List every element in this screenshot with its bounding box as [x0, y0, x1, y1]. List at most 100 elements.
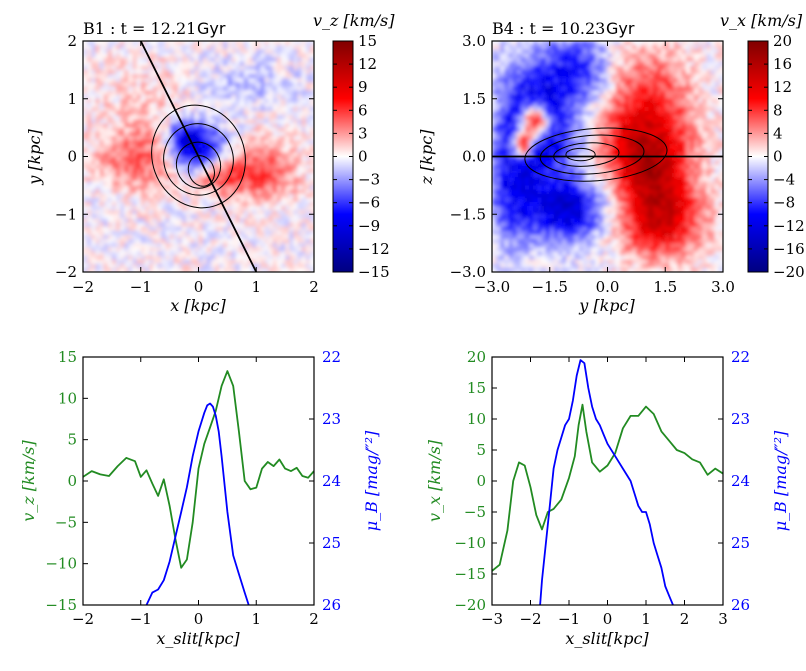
- heatmap-cell: [182, 181, 187, 186]
- heatmap-cell: [562, 156, 567, 162]
- heatmap-cell: [248, 226, 253, 232]
- heatmap-cell: [128, 214, 134, 219]
- heatmap-cell: [186, 189, 191, 195]
- heatmap-cell: [165, 69, 171, 75]
- heatmap-cell: [566, 86, 571, 92]
- heatmap-cell: [194, 267, 200, 272]
- heatmap-cell: [578, 119, 584, 125]
- heatmap-cell: [566, 201, 571, 207]
- heatmap-cell: [120, 222, 125, 228]
- heatmap-cell: [508, 173, 514, 178]
- heatmap-cell: [562, 267, 567, 272]
- heatmap-cell: [223, 115, 228, 120]
- heatmap-cell: [219, 123, 224, 129]
- heatmap-cell: [165, 189, 171, 195]
- heatmap-cell: [305, 119, 311, 125]
- heatmap-cell: [301, 193, 307, 199]
- heatmap-cell: [149, 53, 154, 59]
- heatmap-cell: [537, 90, 543, 96]
- heatmap-cell: [202, 65, 208, 71]
- heatmap-cell: [111, 243, 117, 248]
- heatmap-cell: [591, 65, 596, 71]
- heatmap-cell: [595, 123, 600, 129]
- heatmap-cell: [293, 127, 299, 133]
- heatmap-cell: [599, 78, 604, 83]
- heatmap-cell: [496, 164, 501, 170]
- heatmap-cell: [297, 255, 303, 261]
- heatmap-cell: [574, 193, 580, 199]
- heatmap-cell: [582, 53, 588, 59]
- heatmap-cell: [186, 177, 191, 182]
- heatmap-cell: [182, 65, 187, 71]
- heatmap-cell: [132, 201, 138, 207]
- heatmap-cell: [591, 127, 596, 133]
- heatmap-cell: [239, 160, 245, 166]
- heatmap-cell: [260, 173, 266, 178]
- heatmap-cell: [599, 65, 604, 71]
- heatmap-cell: [504, 251, 510, 257]
- heatmap-cell: [149, 201, 154, 207]
- heatmap-cell: [611, 49, 617, 54]
- heatmap-cell: [512, 131, 518, 137]
- heatmap-cell: [496, 111, 501, 116]
- heatmap-cell: [508, 86, 514, 92]
- heatmap-cell: [289, 78, 294, 83]
- heatmap-cell: [615, 86, 621, 92]
- heatmap-cell: [223, 206, 228, 211]
- heatmap-cell: [177, 243, 183, 248]
- heatmap-cell: [206, 78, 212, 83]
- heatmap-cell: [293, 74, 299, 79]
- heatmap-cell: [95, 131, 101, 137]
- heatmap-cell: [553, 156, 559, 162]
- heatmap-cell: [578, 123, 584, 129]
- heatmap-cell: [116, 74, 121, 79]
- heatmap-cell: [570, 181, 576, 186]
- heatmap-cell: [256, 251, 261, 257]
- heatmap-cell: [235, 226, 241, 232]
- heatmap-cell: [607, 61, 613, 67]
- heatmap-cell: [190, 189, 195, 195]
- heatmap-cell: [492, 193, 497, 199]
- heatmap-cell: [157, 164, 162, 170]
- heatmap-cell: [210, 82, 216, 87]
- heatmap-cell: [578, 239, 584, 244]
- heatmap-cell: [239, 115, 245, 120]
- heatmap-cell: [578, 193, 584, 199]
- heatmap-cell: [309, 218, 314, 224]
- heatmap-cell: [574, 255, 580, 261]
- heatmap-cell: [264, 148, 270, 153]
- heatmap-cell: [545, 259, 551, 265]
- heatmap-cell: [586, 239, 592, 244]
- heatmap-cell: [595, 193, 600, 199]
- heatmap-cell: [504, 74, 510, 79]
- heatmap-cell: [140, 53, 146, 59]
- heatmap-cell: [116, 168, 121, 174]
- heatmap-cell: [541, 251, 547, 257]
- heatmap-cell: [301, 65, 307, 71]
- heatmap-cell: [136, 226, 142, 232]
- heatmap-cell: [260, 82, 266, 87]
- heatmap-cell: [128, 148, 134, 153]
- heatmap-cell: [128, 201, 134, 207]
- heatmap-cell: [553, 45, 559, 50]
- heatmap-cell: [227, 102, 233, 108]
- heatmap-cell: [293, 78, 299, 83]
- heatmap-cell: [210, 243, 216, 248]
- heatmap-cell: [525, 230, 530, 236]
- heatmap-cell: [516, 102, 522, 108]
- heatmap-cell: [103, 259, 109, 265]
- heatmap-cell: [235, 160, 241, 166]
- heatmap-cell: [549, 263, 555, 269]
- heatmap-cell: [272, 214, 278, 219]
- heatmap-cell: [525, 168, 530, 174]
- heatmap-cell: [281, 193, 286, 199]
- heatmap-cell: [305, 45, 311, 50]
- heatmap-cell: [248, 74, 253, 79]
- heatmap-cell: [281, 140, 286, 145]
- heatmap-cell: [566, 144, 571, 149]
- heatmap-cell: [508, 234, 514, 240]
- heatmap-cell: [595, 98, 600, 104]
- heatmap-cell: [504, 160, 510, 166]
- heatmap-cell: [136, 230, 142, 236]
- heatmap-cell: [231, 144, 237, 149]
